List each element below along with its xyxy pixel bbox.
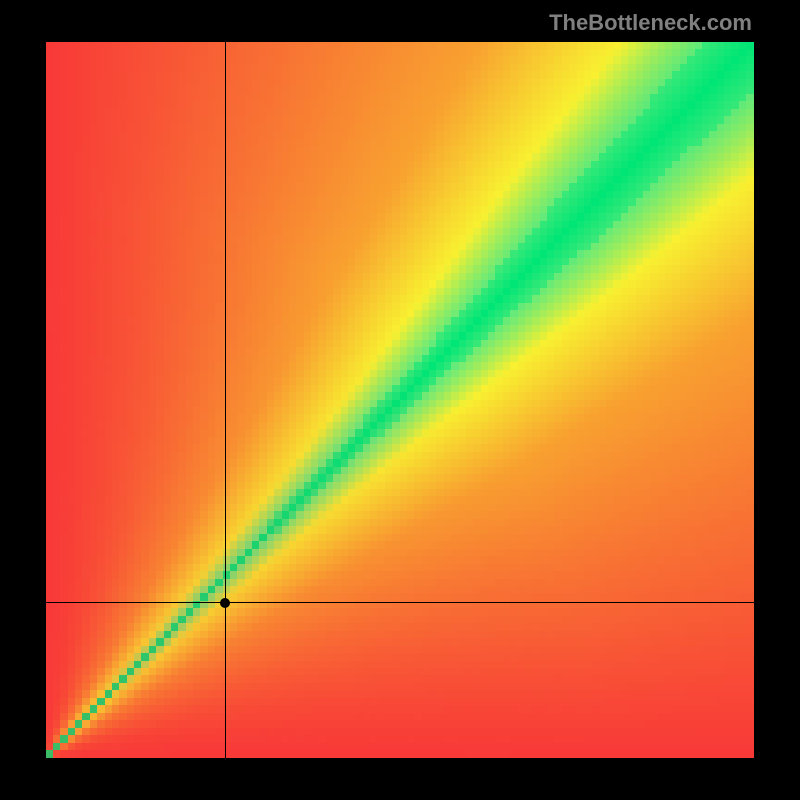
crosshair-marker-dot (220, 598, 230, 608)
crosshair-vertical-line (225, 42, 226, 758)
crosshair-horizontal-line (46, 602, 754, 603)
source-watermark: TheBottleneck.com (549, 10, 752, 36)
bottleneck-heatmap (46, 42, 754, 758)
heatmap-plot-area (46, 42, 754, 758)
